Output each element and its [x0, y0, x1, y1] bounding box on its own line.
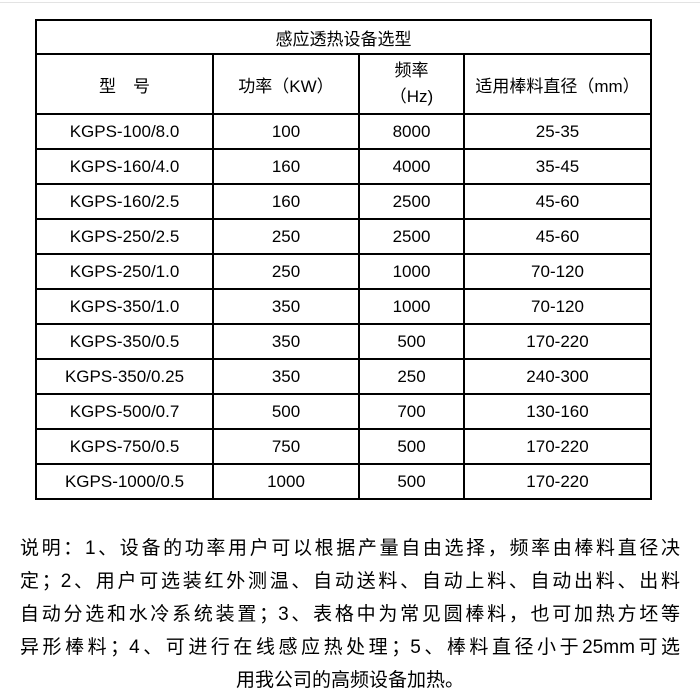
col-header-frequency-line1: 频率	[394, 61, 429, 80]
note-line: 用我公司的高频设备加热。	[235, 670, 464, 691]
cell-power: 160	[212, 148, 360, 185]
col-header-power: 功率（KW）	[212, 53, 360, 115]
cell-diameter: 240-300	[463, 358, 652, 395]
table-title-row: 感应透热设备选型	[35, 19, 652, 55]
cell-power: 100	[212, 113, 360, 150]
cell-frequency: 500	[358, 463, 465, 500]
cell-model: KGPS-250/2.5	[35, 218, 214, 255]
table-row: KGPS-1000/0.5 1000 500 170-220	[35, 463, 652, 500]
cell-diameter: 170-220	[463, 323, 652, 360]
cell-diameter: 45-60	[463, 218, 652, 255]
cell-frequency: 500	[358, 428, 465, 465]
note-line: 定；2、用户可选装红外测温、自动送料、自动上料、自动出料、出料	[20, 571, 680, 592]
cell-power: 250	[212, 253, 360, 290]
top-divider	[0, 2, 700, 3]
cell-diameter: 70-120	[463, 288, 652, 325]
cell-frequency: 4000	[358, 148, 465, 185]
cell-model: KGPS-160/2.5	[35, 183, 214, 220]
cell-diameter: 70-120	[463, 253, 652, 290]
cell-power: 160	[212, 183, 360, 220]
table-header-row: 型 号 功率（KW） 频率 （Hz) 适用棒料直径（mm）	[35, 53, 652, 115]
cell-frequency: 1000	[358, 253, 465, 290]
table-title: 感应透热设备选型	[35, 19, 652, 55]
col-header-model: 型 号	[35, 53, 214, 115]
cell-model: KGPS-250/1.0	[35, 253, 214, 290]
note-line: 自动分选和水冷系统装置；3、表格中为常见圆棒料，也可加热方坯等	[20, 604, 680, 625]
table-row: KGPS-160/2.5 160 2500 45-60	[35, 183, 652, 220]
cell-model: KGPS-100/8.0	[35, 113, 214, 150]
note-line: 说明：1、设备的功率用户可以根据产量自由选择，频率由棒料直径决	[20, 538, 680, 559]
table-row: KGPS-350/0.25 350 250 240-300	[35, 358, 652, 395]
cell-power: 350	[212, 358, 360, 395]
cell-frequency: 8000	[358, 113, 465, 150]
cell-power: 500	[212, 393, 360, 430]
cell-power: 350	[212, 323, 360, 360]
cell-frequency: 700	[358, 393, 465, 430]
cell-model: KGPS-500/0.7	[35, 393, 214, 430]
cell-diameter: 45-60	[463, 183, 652, 220]
note-line: 异形棒料；4、可进行在线感应热处理；5、棒料直径小于25mm可选	[20, 637, 680, 658]
cell-model: KGPS-350/0.25	[35, 358, 214, 395]
cell-diameter: 25-35	[463, 113, 652, 150]
col-header-diameter: 适用棒料直径（mm）	[463, 53, 652, 115]
cell-power: 1000	[212, 463, 360, 500]
cell-frequency: 2500	[358, 218, 465, 255]
cell-frequency: 1000	[358, 288, 465, 325]
table-row: KGPS-350/0.5 350 500 170-220	[35, 323, 652, 360]
cell-power: 750	[212, 428, 360, 465]
cell-diameter: 170-220	[463, 428, 652, 465]
cell-frequency: 2500	[358, 183, 465, 220]
cell-model: KGPS-350/1.0	[35, 288, 214, 325]
cell-model: KGPS-1000/0.5	[35, 463, 214, 500]
cell-power: 350	[212, 288, 360, 325]
table-row: KGPS-250/2.5 250 2500 45-60	[35, 218, 652, 255]
cell-model: KGPS-350/0.5	[35, 323, 214, 360]
cell-power: 250	[212, 218, 360, 255]
table-row: KGPS-500/0.7 500 700 130-160	[35, 393, 652, 430]
table-row: KGPS-160/4.0 160 4000 35-45	[35, 148, 652, 185]
cell-frequency: 250	[358, 358, 465, 395]
equipment-selection-table: 感应透热设备选型 型 号 功率（KW） 频率 （Hz) 适用棒料直径（mm） K…	[35, 19, 652, 500]
col-header-frequency-line2: （Hz)	[389, 87, 434, 106]
cell-diameter: 130-160	[463, 393, 652, 430]
notes-paragraph: 说明：1、设备的功率用户可以根据产量自由选择，频率由棒料直径决 定；2、用户可选…	[20, 532, 680, 697]
cell-model: KGPS-160/4.0	[35, 148, 214, 185]
table-row: KGPS-750/0.5 750 500 170-220	[35, 428, 652, 465]
table-row: KGPS-100/8.0 100 8000 25-35	[35, 113, 652, 150]
table-row: KGPS-250/1.0 250 1000 70-120	[35, 253, 652, 290]
cell-model: KGPS-750/0.5	[35, 428, 214, 465]
table-row: KGPS-350/1.0 350 1000 70-120	[35, 288, 652, 325]
cell-frequency: 500	[358, 323, 465, 360]
cell-diameter: 35-45	[463, 148, 652, 185]
col-header-frequency: 频率 （Hz)	[358, 53, 465, 115]
cell-diameter: 170-220	[463, 463, 652, 500]
